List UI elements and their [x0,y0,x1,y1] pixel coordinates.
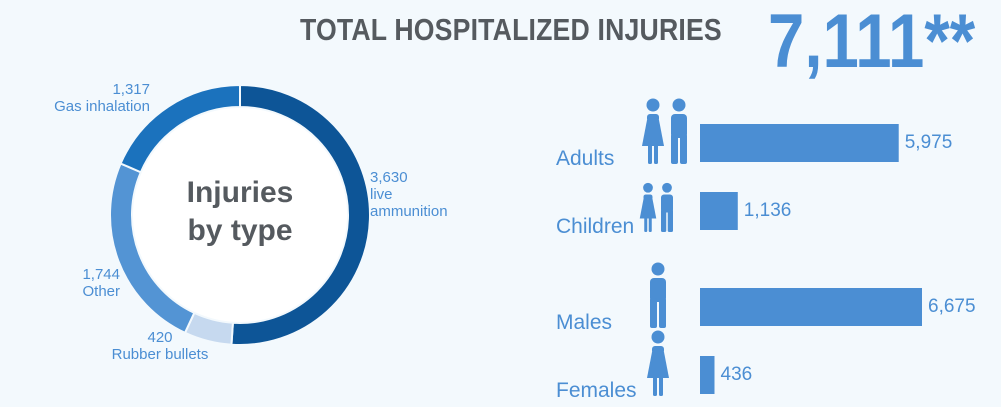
donut-slice-label-1-1: Rubber bullets [112,346,209,363]
total-count: 7,111** [768,0,976,84]
donut-slice-label-2-1: Other [82,283,120,300]
donut-slice-label-0-2: ammunition [370,203,448,220]
bar-value-3: 436 [721,364,753,385]
bar-category-0: Adults [556,147,614,170]
donut-slice-3 [119,83,241,174]
donut-slice-label-2-0: 1,744 [82,266,120,283]
bar-category-2: Males [556,311,612,334]
bar-value-1: 1,136 [744,200,792,221]
female-icon [647,330,669,396]
donut-slice-label-3-1: Gas inhalation [54,98,150,115]
donut-slice-label-3-0: 1,317 [112,81,150,98]
donut-hole [133,108,347,322]
donut-slice-label-1-0: 420 [147,329,172,346]
donut-chart [109,83,371,346]
donut-slice-label-0-1: live [370,186,393,203]
donut-center-label-1: Injuries [187,176,294,209]
bar-category-3: Females [556,379,637,402]
bar-children [700,192,738,230]
bar-females [700,356,715,394]
bar-males [700,288,922,326]
bar-category-1: Children [556,215,634,238]
donut-center-label-2: by type [187,214,292,247]
bar-value-0: 5,975 [905,132,953,153]
children-icon [639,182,673,232]
bar-chart: 5,975 Adults 1,136 Children 6,675 Males 436 Fem… [556,98,976,402]
page-title: TOTAL HOSPITALIZED INJURIES [300,12,722,47]
donut-slice-label-0-0: 3,630 [370,169,408,186]
bar-value-2: 6,675 [928,296,976,317]
bar-adults [700,124,899,162]
adults-icon [642,98,687,164]
male-icon [650,262,666,328]
